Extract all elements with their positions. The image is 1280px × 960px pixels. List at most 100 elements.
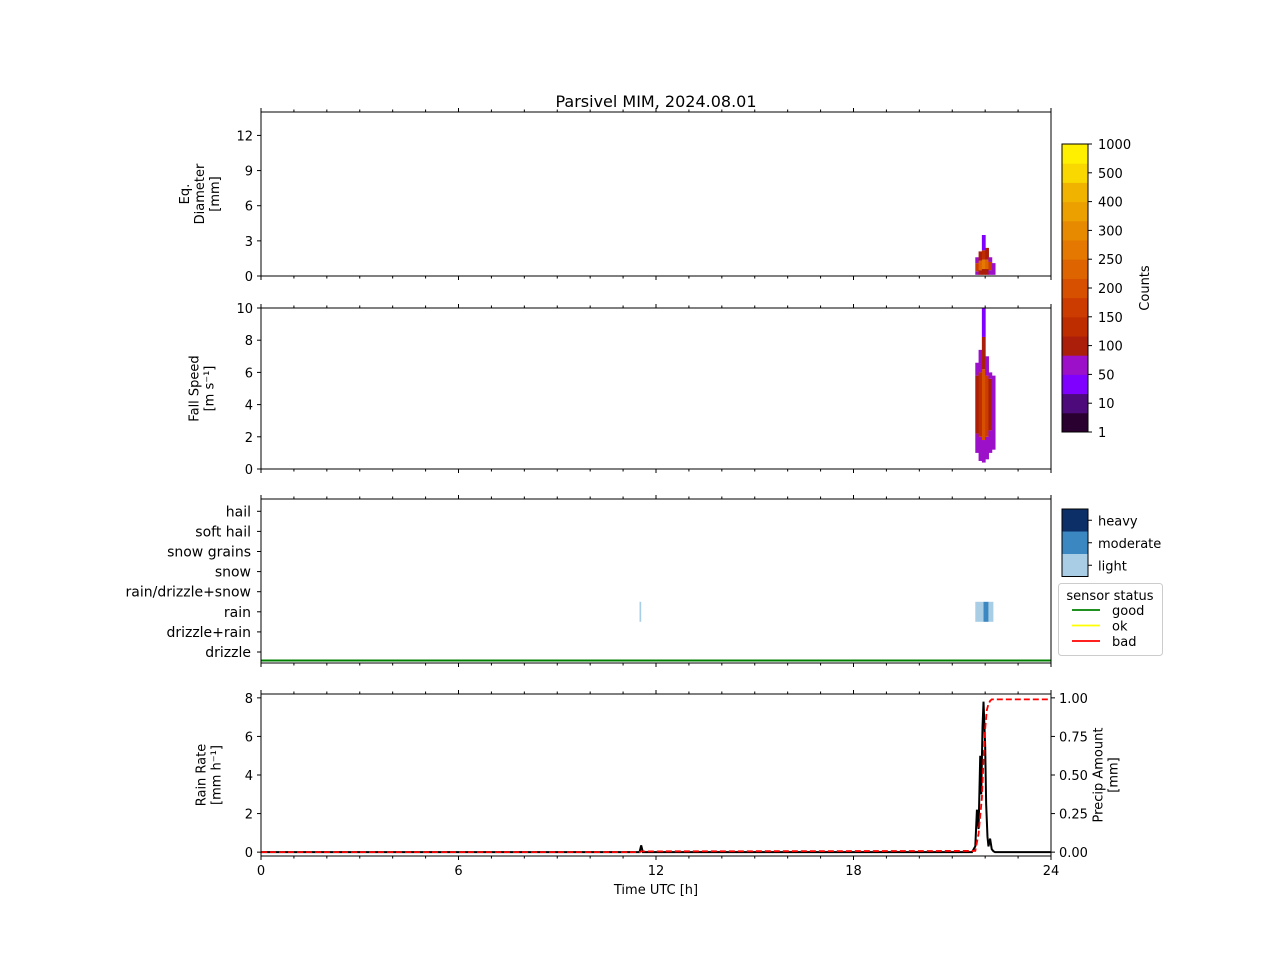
y-axis-label: [mm]: [208, 176, 223, 211]
heatmap-cell: [985, 268, 989, 275]
colorbar-swatch: [1062, 144, 1088, 164]
plot-frame: [260, 111, 1052, 277]
x-tick-label: 0: [257, 864, 265, 879]
y-tick-label: 0: [245, 846, 253, 861]
heatmap-cell: [978, 270, 983, 275]
precip-type-cell: [988, 601, 994, 622]
y-tick-label: 6: [245, 730, 253, 745]
heatmap-cell: [975, 375, 980, 434]
x-axis-label: Time UTC [h]: [613, 883, 698, 898]
colorbar-swatch: [1062, 240, 1088, 260]
heatmap-cell: [981, 440, 986, 463]
y-axis-label: [mm h⁻¹]: [210, 745, 225, 805]
intensity-label: heavy: [1098, 514, 1138, 529]
plot-frame: [260, 498, 1052, 664]
y-tick-label: 0: [245, 463, 253, 478]
heatmap-cell: [981, 369, 986, 441]
colorbar-tick-label: 50: [1098, 368, 1115, 383]
category-label: snow grains: [167, 545, 251, 561]
colorbar-swatch: [1062, 220, 1088, 241]
category-label: rain: [224, 605, 251, 621]
colorbar-tick-label: 10: [1098, 397, 1115, 412]
category-label: hail: [226, 504, 251, 520]
y-axis-label: Diameter: [193, 163, 208, 224]
heatmap-cell: [991, 263, 996, 275]
y-tick-label: 8: [245, 334, 253, 349]
heatmap-cell: [978, 349, 983, 373]
colorbar-tick-label: 250: [1098, 253, 1123, 268]
intensity-swatch: [1062, 554, 1088, 577]
plot-frame: [260, 307, 1052, 470]
y-axis-label: [m s⁻¹]: [203, 366, 218, 412]
precip-amount-line: [261, 698, 1051, 854]
figure-title: Parsivel MIM, 2024.08.01: [555, 92, 756, 111]
diameter-panel: 0 3 6 9 12 Eq. Diameter [mm]: [178, 108, 1052, 285]
intensity-label: moderate: [1098, 537, 1161, 552]
precip-type-panel: drizzle drizzle+rain rain rain/drizzle+snow…: [126, 495, 1052, 667]
y-tick-label: 9: [245, 165, 253, 180]
colorbar-label: Counts: [1138, 265, 1153, 311]
y-tick-label: 0: [245, 270, 253, 285]
colorbar-tick-label: 500: [1098, 167, 1123, 182]
y-axis-label: Rain Rate: [195, 744, 210, 807]
y-axis-label: Eq.: [178, 184, 193, 205]
heatmap-cell: [978, 251, 983, 261]
heatmap-cell: [988, 257, 993, 262]
colorbar-swatch: [1062, 412, 1088, 433]
colorbar-tick-label: 300: [1098, 224, 1123, 239]
precip-type-cell: [975, 601, 984, 622]
y-tick-label: 4: [245, 769, 253, 784]
intensity-legend: heavy moderate light: [1061, 508, 1161, 577]
heatmap-cell: [978, 436, 983, 461]
category-label: drizzle: [205, 645, 251, 661]
heatmap-cell: [975, 271, 980, 275]
colorbar-swatch: [1062, 355, 1088, 375]
heatmap-cell: [975, 433, 980, 453]
y-axis-label: Precip Amount: [1092, 728, 1107, 823]
colorbar-tick-label: 200: [1098, 282, 1123, 297]
heatmap-cell: [985, 375, 989, 437]
heatmap-cell: [985, 259, 989, 269]
x-tick-label: 18: [845, 864, 862, 879]
y-axis-label: [mm]: [1107, 757, 1122, 792]
rain-rate-line: [261, 701, 1051, 854]
y2-tick-label: 0.75: [1059, 730, 1088, 745]
heatmap-cell: [985, 436, 989, 460]
y-tick-label: 12: [236, 129, 253, 144]
legend-label: bad: [1112, 635, 1136, 650]
heatmap-cell: [981, 259, 986, 269]
y-tick-label: 3: [245, 235, 253, 250]
y-tick-label: 6: [245, 200, 253, 215]
y-tick-label: 10: [236, 302, 253, 317]
x-tick-label: 24: [1043, 864, 1060, 879]
colorbar-swatch: [1062, 259, 1088, 279]
heatmap-cell: [988, 261, 993, 271]
precip-type-cell: [983, 601, 989, 622]
y2-tick-label: 0.25: [1059, 808, 1088, 823]
intensity-swatch: [1062, 509, 1088, 532]
fall-speed-panel: 0 2 4 6 8 10 Fall Speed [m s⁻¹]: [188, 302, 1052, 478]
x-tick-label: 6: [454, 864, 462, 879]
intensity-swatch: [1062, 531, 1088, 554]
colorbar-tick-label: 1: [1098, 426, 1106, 441]
heatmap-cell: [988, 430, 993, 453]
y-tick-label: 2: [245, 431, 253, 446]
y-tick-label: 2: [245, 808, 253, 823]
legend-box: [1058, 583, 1163, 656]
counts-colorbar: 1 10 50 100 150 200 250 300 400 500 1000 Counts: [1061, 138, 1153, 441]
y2-tick-label: 0.00: [1059, 846, 1088, 861]
colorbar-swatch: [1062, 374, 1088, 395]
category-label: drizzle+rain: [166, 625, 251, 641]
heatmap-cell: [978, 260, 983, 271]
y-tick-label: 8: [245, 692, 253, 707]
plot-frame: [260, 693, 1052, 857]
heatmap-cell: [981, 308, 986, 337]
heatmap-cell: [981, 336, 986, 370]
heatmap-cell: [985, 356, 989, 376]
heatmap-cell: [975, 362, 980, 376]
heatmap-cell: [978, 372, 983, 437]
heatmap-cell: [988, 378, 993, 431]
